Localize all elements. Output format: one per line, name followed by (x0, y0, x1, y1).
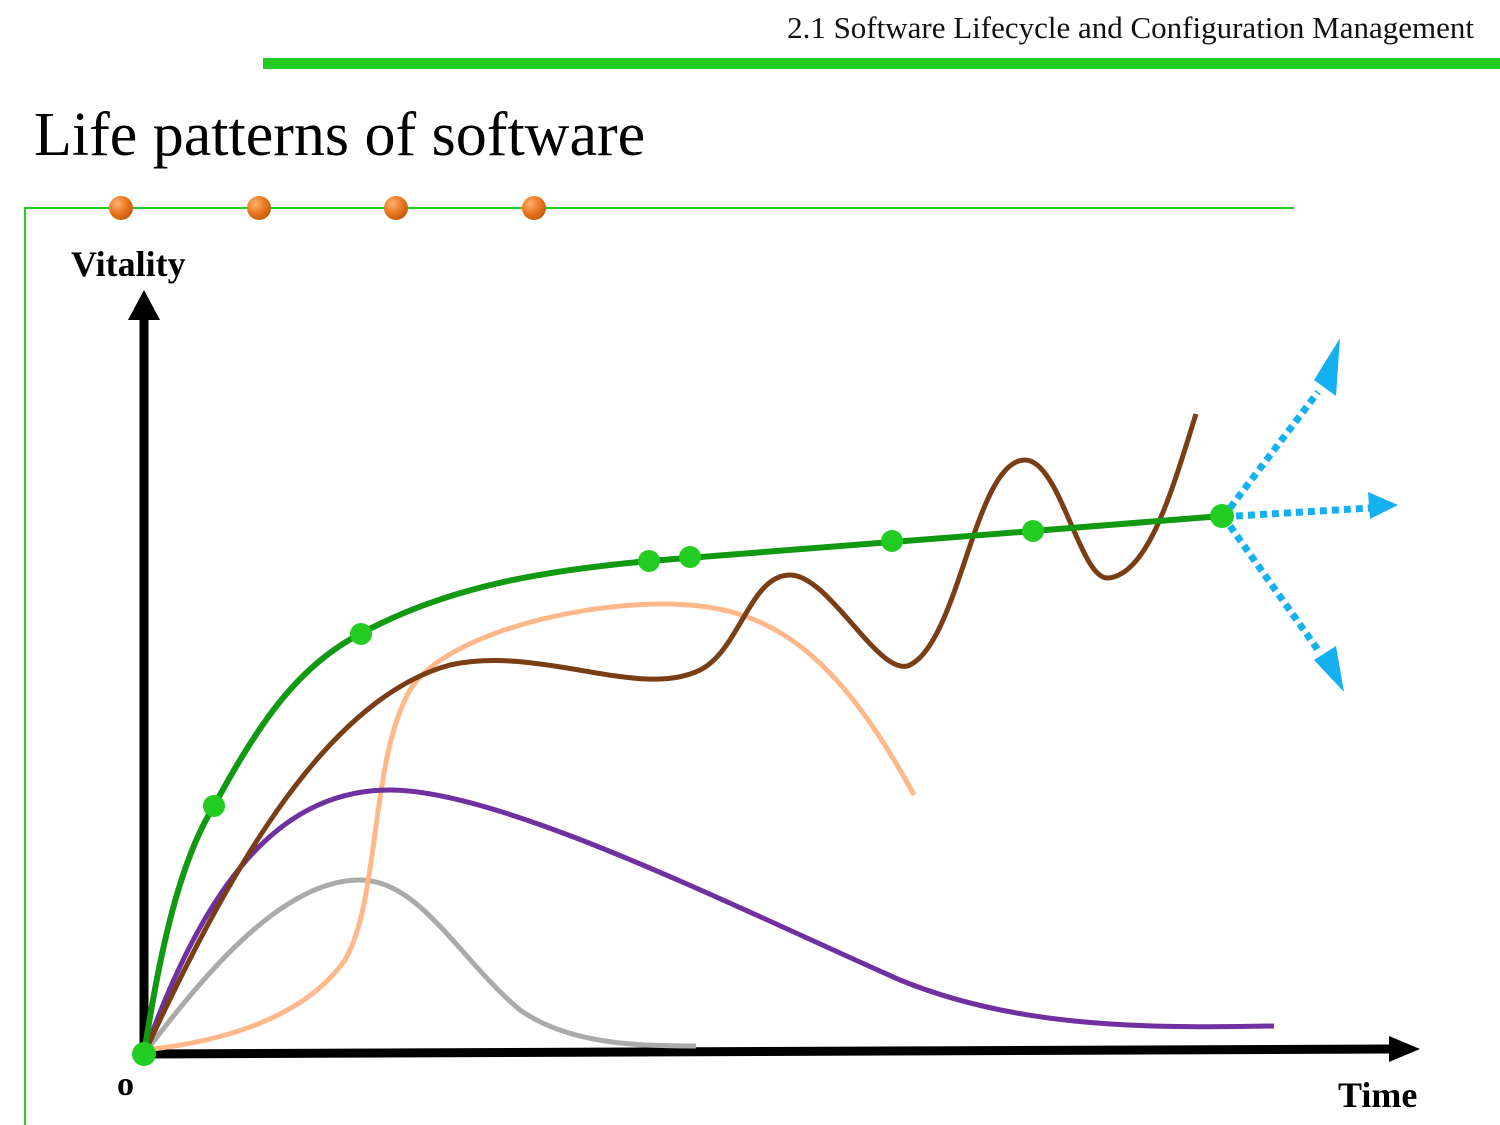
x-axis-arrowhead (1389, 1036, 1420, 1062)
x-axis-label: Time (1338, 1075, 1417, 1115)
projection-arrow-up (1227, 389, 1321, 511)
curve-brown (141, 413, 1199, 1056)
milestone-dot (881, 530, 903, 552)
orange-bullet-4 (522, 196, 546, 220)
projection-arrowhead-right (1368, 492, 1398, 519)
orange-bullet-1 (109, 196, 133, 220)
milestone-dot (203, 795, 225, 817)
projection-arrowhead-down (1314, 646, 1344, 692)
frame-top-line (24, 207, 1294, 209)
x-axis (143, 1044, 1393, 1059)
projection-arrow-down (1227, 523, 1321, 653)
milestone-dot (679, 546, 701, 568)
orange-bullet-2 (247, 196, 271, 220)
orange-bullet-3 (384, 196, 408, 220)
milestone-dot (638, 550, 660, 572)
header-title: 2.1 Software Lifecycle and Configuration… (787, 10, 1474, 45)
milestone-dot (350, 623, 372, 645)
curve-peach (143, 601, 917, 1053)
projection-arrow-right (1235, 504, 1371, 520)
curve-gray (142, 877, 697, 1056)
y-axis-arrowhead (128, 290, 160, 320)
header-accent-bar (263, 58, 1500, 69)
projection-arrowhead-up (1314, 338, 1340, 396)
curve-green (141, 513, 1223, 1055)
milestone-dot (1022, 520, 1044, 542)
y-axis-label: Vitality (71, 244, 186, 284)
origin-dot (132, 1042, 156, 1066)
frame-left-line (24, 207, 26, 1125)
origin-label: o (117, 1066, 134, 1103)
milestone-dot (1210, 504, 1234, 528)
slide-title: Life patterns of software (34, 101, 646, 169)
curve-purple (141, 787, 1275, 1055)
